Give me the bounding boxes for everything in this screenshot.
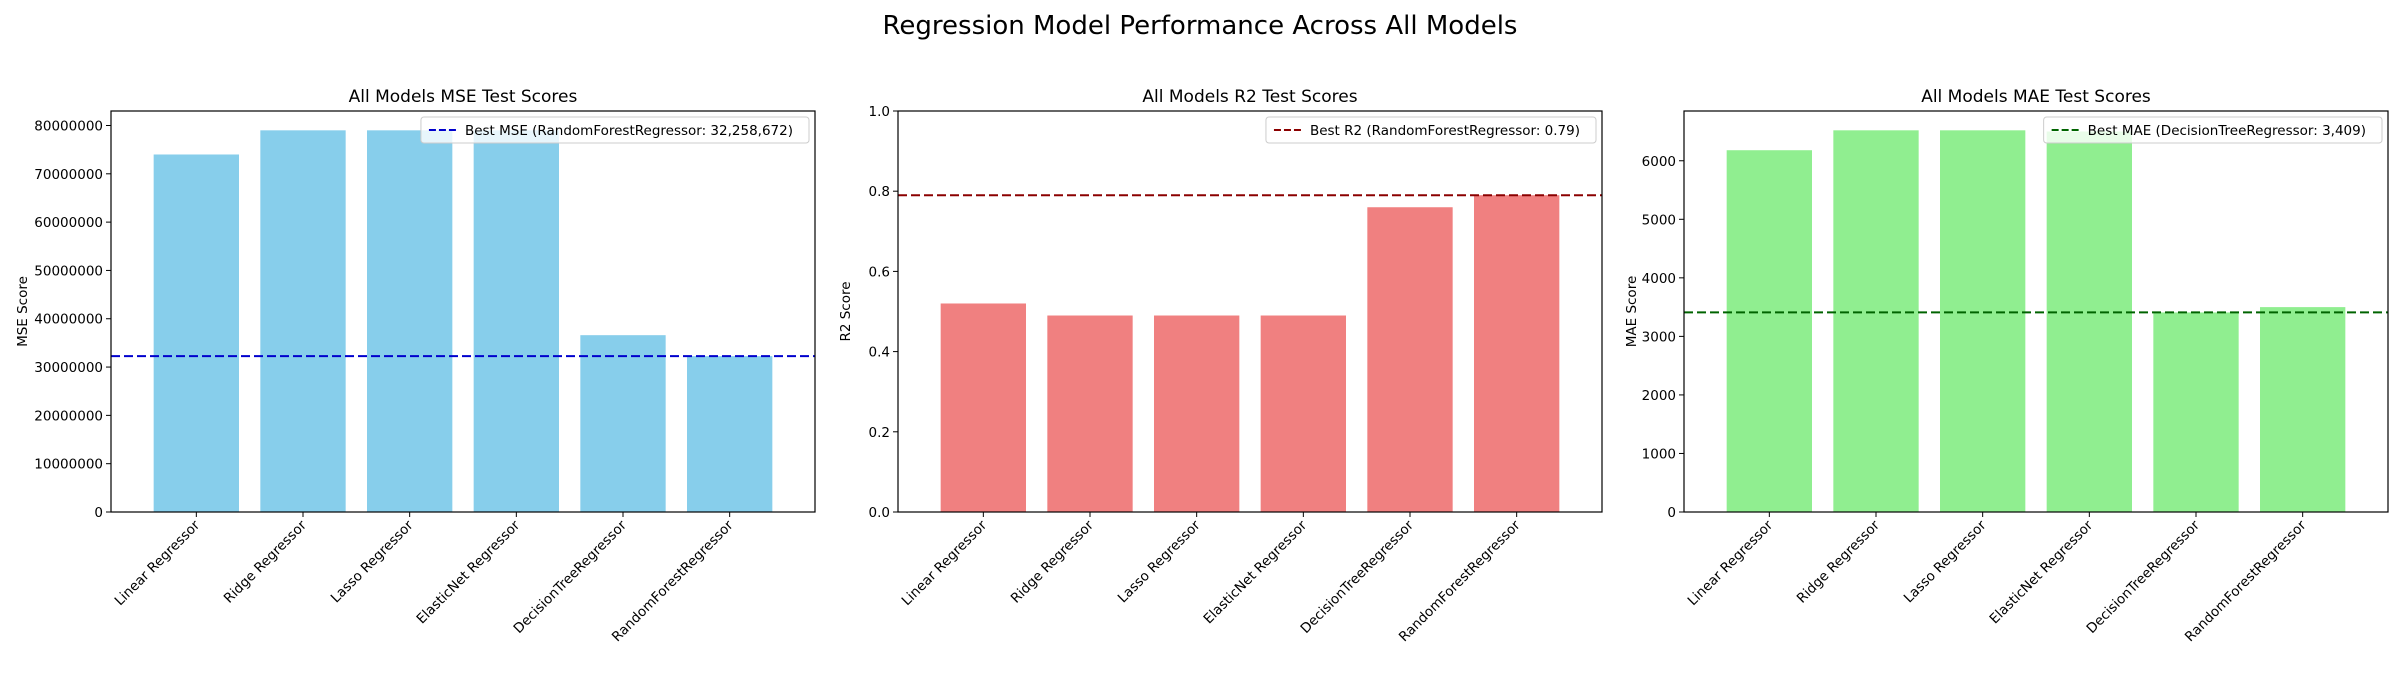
mse-chart: All Models MSE Test Scores 0 10000000 20000… [15,87,816,645]
r2-xtick-label: Lasso Regressor [1115,517,1204,606]
mae-bar-1 [1726,150,1812,512]
mse-xtick-label: Linear Regressor [112,517,204,609]
mae-bar-6 [2260,307,2346,512]
mse-xtick-label: Ridge Regressor [221,517,310,606]
mae-ytick-label: 2000 [1642,388,1676,404]
mse-ytick-label: 0 [94,505,103,521]
mse-ytick-label: 40000000 [34,312,103,328]
r2-y-axis-label: R2 Score [838,281,854,341]
mae-ytick-label: 4000 [1642,271,1676,287]
mse-bar-5 [580,335,666,512]
mae-bar-2 [1833,130,1919,513]
mae-xtick-label: ElasticNet Regressor [1986,517,2096,627]
mae-bar-3 [1940,130,2026,513]
mse-ytick-label: 10000000 [34,457,103,473]
mae-chart-title: All Models MAE Test Scores [1921,87,2151,107]
mae-axes-frame [1683,110,2389,513]
mse-legend-box [420,116,810,144]
mae-ytick-label: 0 [1667,505,1676,521]
mse-ytick-label: 20000000 [34,408,103,424]
r2-bar-4 [1260,315,1346,512]
mse-xtick-label: ElasticNet Regressor [413,517,523,627]
mse-legend-label: Best MSE (RandomForestRegressor: 32,258,… [465,123,793,139]
mae-xtick-label: Linear Regressor [1685,517,1777,609]
r2-bar-6 [1474,195,1560,512]
mse-legend: Best MSE (RandomForestRegressor: 32,258,… [420,116,810,144]
mse-bar-3 [367,130,453,512]
r2-xtick-label: DecisionTreeRegressor [1298,517,1418,637]
mae-ytick-label: 1000 [1642,446,1676,462]
r2-xtick-label: Linear Regressor [899,517,991,609]
mse-ytick-label: 80000000 [34,118,103,134]
r2-bar-3 [1154,315,1240,512]
mse-xtick-label: RandomForestRegressor [609,517,737,645]
r2-ytick-label: 0.8 [869,184,890,200]
r2-ytick-label: 0.6 [869,264,890,280]
mae-xtick-label: RandomForestRegressor [2182,517,2310,645]
mae-chart: All Models MAE Test Scores 0 1000 2000 3000 4… [1624,87,2389,645]
mse-bar-1 [153,154,239,512]
mae-ytick-label: 5000 [1642,212,1676,228]
charts-container: All Models MSE Test Scores01000000020000… [15,87,2389,645]
mse-axes-frame [110,110,816,513]
r2-legend-box [1265,116,1597,144]
mae-ytick-label: 3000 [1642,329,1676,345]
mse-chart-title: All Models MSE Test Scores [349,87,578,107]
figure-title: Regression Model Performance Across All … [883,11,1518,41]
mse-ytick-label: 50000000 [34,263,103,279]
r2-ytick-label: 0.4 [869,345,890,361]
mae-ytick-label: 6000 [1642,154,1676,170]
mse-ytick-label: 60000000 [34,215,103,231]
r2-axes-frame [897,110,1603,513]
r2-ytick-label: 1.0 [869,104,890,120]
r2-legend: Best R2 (RandomForestRegressor: 0.79) [1265,116,1597,144]
r2-xtick-label: ElasticNet Regressor [1200,517,1310,627]
mse-ytick-label: 30000000 [34,360,103,376]
mae-bar-4 [2046,131,2132,512]
mae-legend-label: Best MAE (DecisionTreeRegressor: 3,409) [2088,123,2366,139]
mae-y-axis-label: MAE Score [1624,276,1640,348]
mae-xtick-label: DecisionTreeRegressor [2084,517,2204,637]
mse-xtick-label: Lasso Regressor [328,517,417,606]
r2-chart-title: All Models R2 Test Scores [1142,87,1357,107]
mae-xtick-label: Lasso Regressor [1901,517,1990,606]
mse-bar-2 [260,130,346,512]
r2-bar-5 [1367,207,1453,513]
r2-xtick-label: Ridge Regressor [1008,517,1097,606]
r2-ytick-label: 0.0 [869,505,890,521]
mae-legend-box [2043,116,2383,144]
r2-legend-label: Best R2 (RandomForestRegressor: 0.79) [1310,123,1580,139]
mse-bar-4 [473,130,559,512]
mae-legend: Best MAE (DecisionTreeRegressor: 3,409) [2043,116,2383,144]
r2-xtick-label: RandomForestRegressor [1396,517,1524,645]
mse-xtick-label: DecisionTreeRegressor [511,517,631,637]
mae-xtick-label: Ridge Regressor [1794,517,1883,606]
mse-bar-6 [687,356,773,512]
r2-bar-2 [1047,315,1133,512]
mse-y-axis-label: MSE Score [15,276,31,347]
mae-bar-5 [2153,312,2239,512]
mse-ytick-label: 70000000 [34,167,103,183]
r2-chart: All Models R2 Test Scores 0.0 0.2 0.4 0.6 0.8… [838,87,1603,645]
r2-bar-1 [940,303,1026,512]
r2-ytick-label: 0.2 [869,425,890,441]
